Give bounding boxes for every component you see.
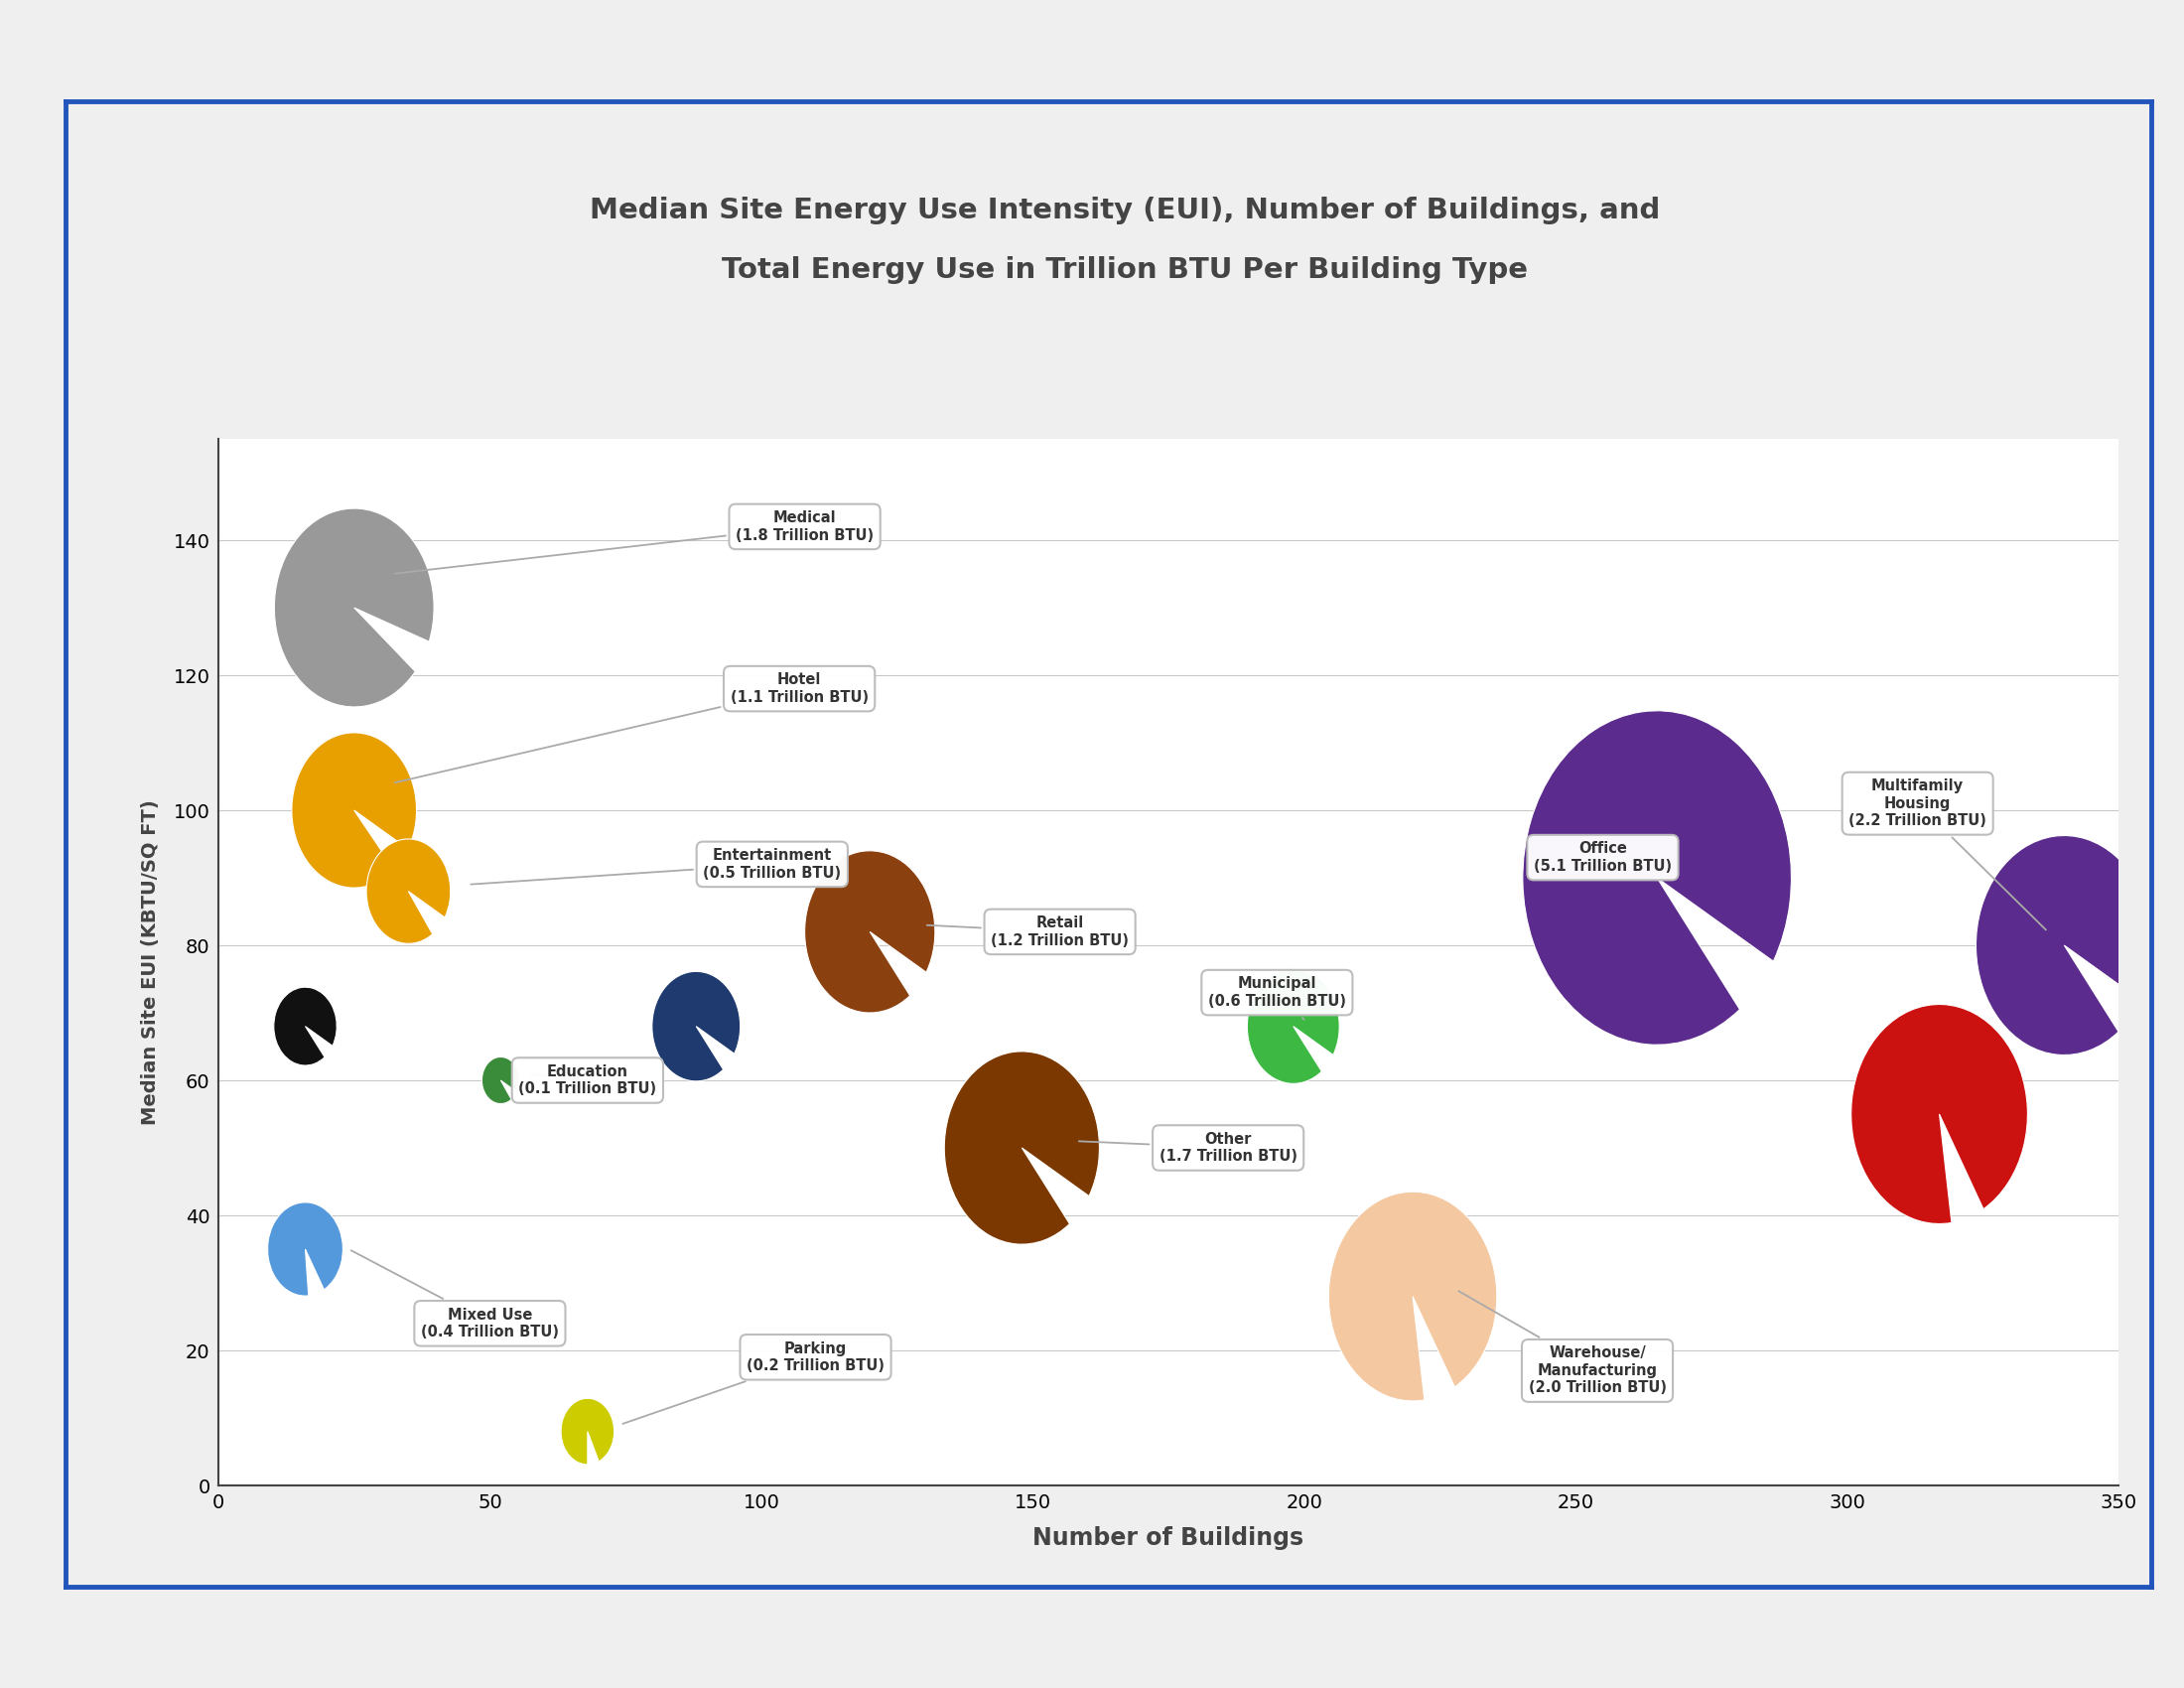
Text: Parking
(0.2 Trillion BTU): Parking (0.2 Trillion BTU) <box>622 1340 885 1423</box>
Wedge shape <box>804 851 935 1013</box>
Wedge shape <box>367 839 450 944</box>
Wedge shape <box>1852 1004 2027 1224</box>
Wedge shape <box>273 987 336 1065</box>
Text: Multifamily
Housing
(2.2 Trillion BTU): Multifamily Housing (2.2 Trillion BTU) <box>1848 778 2046 930</box>
Text: Other
(1.7 Trillion BTU): Other (1.7 Trillion BTU) <box>1079 1131 1297 1165</box>
Wedge shape <box>1977 836 2153 1055</box>
Text: Mixed Use
(0.4 Trillion BTU): Mixed Use (0.4 Trillion BTU) <box>352 1251 559 1340</box>
Text: Office
(5.1 Trillion BTU): Office (5.1 Trillion BTU) <box>1533 841 1671 874</box>
Text: Entertainment
(0.5 Trillion BTU): Entertainment (0.5 Trillion BTU) <box>472 847 841 885</box>
Wedge shape <box>293 733 417 888</box>
Wedge shape <box>269 1202 343 1296</box>
Wedge shape <box>1522 711 1791 1045</box>
Wedge shape <box>1328 1192 1496 1401</box>
Text: Median Site Energy Use Intensity (EUI), Number of Buildings, and: Median Site Energy Use Intensity (EUI), … <box>590 197 1660 225</box>
Wedge shape <box>561 1398 614 1465</box>
X-axis label: Number of Buildings: Number of Buildings <box>1033 1526 1304 1550</box>
Wedge shape <box>275 508 435 707</box>
Wedge shape <box>653 972 740 1080</box>
Text: Medical
(1.8 Trillion BTU): Medical (1.8 Trillion BTU) <box>395 510 874 574</box>
Wedge shape <box>1247 969 1339 1084</box>
Y-axis label: Median Site EUI (KBTU/SQ FT): Median Site EUI (KBTU/SQ FT) <box>140 800 159 1124</box>
Text: Education
(0.1 Trillion BTU): Education (0.1 Trillion BTU) <box>518 1063 657 1097</box>
Text: Municipal
(0.6 Trillion BTU): Municipal (0.6 Trillion BTU) <box>1208 976 1345 1020</box>
Wedge shape <box>943 1052 1099 1244</box>
Wedge shape <box>483 1057 520 1104</box>
Text: Retail
(1.2 Trillion BTU): Retail (1.2 Trillion BTU) <box>926 915 1129 949</box>
Text: Hotel
(1.1 Trillion BTU): Hotel (1.1 Trillion BTU) <box>395 672 869 783</box>
Text: Total Energy Use in Trillion BTU Per Building Type: Total Energy Use in Trillion BTU Per Bui… <box>721 257 1529 284</box>
Text: Warehouse/
Manufacturing
(2.0 Trillion BTU): Warehouse/ Manufacturing (2.0 Trillion B… <box>1459 1291 1666 1396</box>
